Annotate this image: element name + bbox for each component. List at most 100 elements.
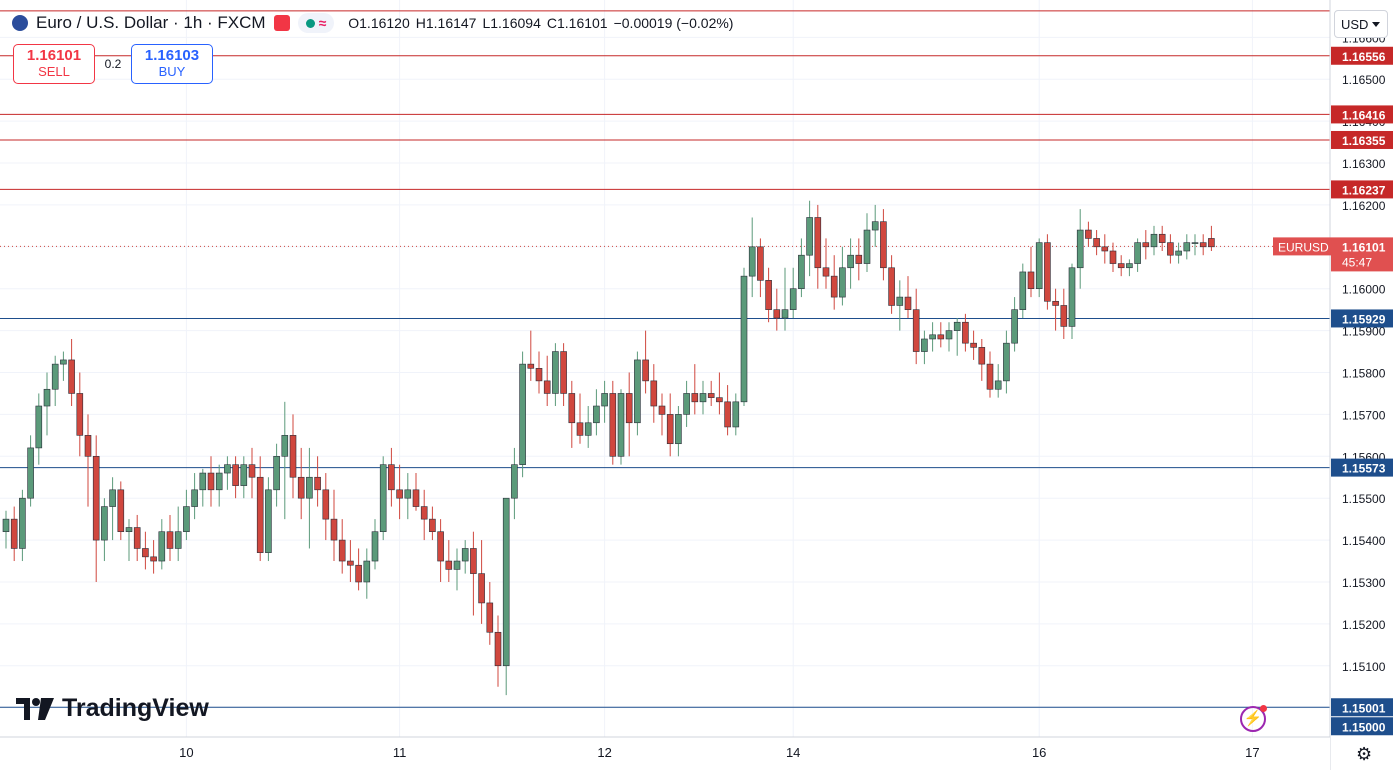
candle-body bbox=[699, 393, 707, 403]
horizontal-levels[interactable] bbox=[0, 10, 1330, 708]
candle-body bbox=[1191, 242, 1199, 244]
candle-body bbox=[2, 518, 10, 533]
extra-label-bg bbox=[1331, 717, 1393, 736]
settings-icon[interactable]: ⚙ bbox=[1356, 744, 1373, 764]
candle-body bbox=[683, 393, 690, 415]
wave-icon: ≈ bbox=[318, 15, 327, 31]
candle-body bbox=[1011, 309, 1018, 344]
candle-body bbox=[970, 342, 977, 348]
candle-body bbox=[224, 464, 231, 474]
level-label-bg bbox=[1331, 180, 1393, 199]
candle-body bbox=[871, 221, 879, 231]
price-tick-label: 1.15900 bbox=[1342, 325, 1386, 339]
candle-body bbox=[166, 531, 174, 549]
candle-body bbox=[314, 476, 321, 491]
candle-body bbox=[248, 464, 256, 478]
candle-body bbox=[404, 489, 412, 499]
close-value: C1.16101 bbox=[546, 15, 608, 31]
candle-body bbox=[412, 489, 420, 507]
candle-body bbox=[125, 527, 133, 533]
candle-body bbox=[297, 476, 305, 499]
candle-body bbox=[363, 560, 371, 583]
candle-body bbox=[691, 393, 699, 403]
candle-body bbox=[1052, 300, 1059, 306]
candle-body bbox=[568, 393, 576, 424]
chart-grid bbox=[0, 0, 1330, 737]
candle-body bbox=[1126, 263, 1133, 269]
level-label: 1.16237 bbox=[1342, 183, 1386, 197]
buy-price: 1.16103 bbox=[144, 47, 200, 64]
candle-body bbox=[19, 497, 26, 549]
candle-body bbox=[494, 631, 502, 667]
trade-panel: 1.16101 SELL 0.2 1.16103 BUY bbox=[13, 44, 213, 84]
flash-icon[interactable]: ⚡ bbox=[1240, 705, 1267, 732]
candle-body bbox=[150, 556, 157, 562]
current-price-label: 1.16101 bbox=[1342, 240, 1386, 254]
market-status[interactable]: ≈ bbox=[297, 13, 335, 33]
candle-body bbox=[281, 435, 289, 457]
candle-body bbox=[593, 405, 600, 424]
candle-body bbox=[601, 393, 608, 407]
symbol-label-bg bbox=[1273, 237, 1331, 256]
chart-header: Euro / U.S. Dollar · 1h · FXCM ≈ O1.1612… bbox=[12, 8, 733, 38]
candle-body bbox=[609, 393, 617, 457]
candle-body bbox=[388, 464, 395, 491]
candle-body bbox=[306, 476, 313, 499]
candle-body bbox=[289, 435, 297, 478]
time-tick-label: 11 bbox=[393, 745, 407, 760]
symbol-title[interactable]: Euro / U.S. Dollar · 1h · FXCM bbox=[36, 13, 266, 32]
price-tick-label: 1.16200 bbox=[1342, 199, 1386, 213]
currency-select[interactable]: USD bbox=[1334, 10, 1388, 38]
sell-button[interactable]: 1.16101 SELL bbox=[13, 44, 95, 84]
candle-body bbox=[855, 254, 863, 264]
candle-body bbox=[740, 275, 748, 403]
candle-body bbox=[330, 518, 338, 541]
candle-body bbox=[1142, 242, 1150, 248]
current-price-label-bg bbox=[1331, 237, 1393, 272]
candle-body bbox=[174, 531, 182, 549]
level-label: 1.15573 bbox=[1342, 462, 1386, 476]
candle-body bbox=[379, 464, 387, 533]
time-tick-label: 10 bbox=[179, 745, 193, 760]
candle-body bbox=[1117, 263, 1125, 269]
candle-body bbox=[396, 489, 403, 499]
candle-body bbox=[1019, 271, 1027, 310]
candle-body bbox=[183, 506, 190, 533]
candle-body bbox=[273, 455, 280, 491]
candle-body bbox=[847, 254, 854, 269]
buy-button[interactable]: 1.16103 BUY bbox=[131, 44, 213, 84]
level-label: 1.16355 bbox=[1342, 134, 1386, 148]
candle-body bbox=[945, 330, 953, 340]
candle-body bbox=[142, 548, 149, 558]
candle-body bbox=[109, 489, 116, 507]
high-value: H1.16147 bbox=[415, 15, 477, 31]
candle-body bbox=[527, 363, 535, 369]
price-tick-label: 1.15400 bbox=[1342, 534, 1386, 548]
candle-body bbox=[1003, 342, 1010, 382]
candle-body bbox=[1085, 229, 1092, 239]
level-label-bg bbox=[1331, 105, 1393, 124]
candle-body bbox=[543, 380, 551, 394]
time-axis[interactable]: 10 11 12 14 16 17 bbox=[0, 736, 1330, 770]
alert-badge-icon[interactable] bbox=[273, 15, 290, 31]
candle-body bbox=[1101, 246, 1109, 252]
tradingview-logo[interactable]: TradingView bbox=[16, 694, 209, 723]
candle-body bbox=[929, 334, 936, 340]
sell-label: SELL bbox=[38, 64, 70, 79]
candle-body bbox=[1199, 242, 1207, 248]
candle-body bbox=[814, 217, 822, 269]
candle-body bbox=[748, 246, 756, 277]
candle-body bbox=[666, 414, 674, 445]
change-value: −0.00019 (−0.02%) bbox=[613, 15, 734, 31]
candle-body bbox=[232, 464, 239, 486]
price-axis[interactable]: 1.15000 1.15100 1.15200 1.15300 1.15400 1.155… bbox=[1273, 0, 1397, 770]
candle-body bbox=[888, 267, 895, 306]
level-label-bg bbox=[1331, 698, 1393, 717]
level-label-bg bbox=[1331, 458, 1393, 477]
candle-body bbox=[560, 351, 567, 394]
buy-label: BUY bbox=[158, 64, 186, 79]
candle-body bbox=[445, 560, 453, 570]
candle-body bbox=[1076, 229, 1084, 269]
time-axis-bg bbox=[0, 737, 1330, 770]
